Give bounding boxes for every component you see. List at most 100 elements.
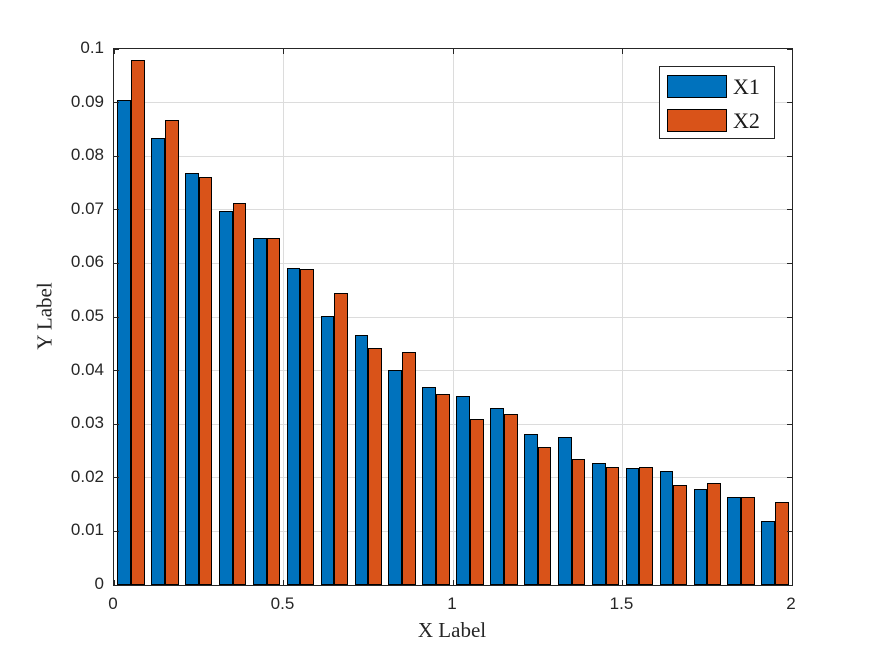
x-tick-label: 0.5 [270, 594, 295, 613]
x-tick-mark [452, 49, 454, 54]
y-tick-mark [787, 155, 792, 157]
y-tick-label: 0.06 [70, 252, 104, 272]
bar-x1-group-6 [286, 267, 301, 585]
x-tick-mark [791, 580, 793, 585]
bar-x1-group-18 [693, 489, 708, 585]
y-tick-mark [114, 48, 119, 50]
bar-x1-group-9 [388, 370, 403, 585]
y-tick-mark [787, 584, 792, 586]
bar-x2-group-13 [537, 446, 552, 585]
bar-x2-group-18 [707, 483, 721, 585]
gridline-y [114, 530, 792, 532]
bar-x2-group-19 [741, 496, 755, 585]
y-tick-mark [787, 102, 792, 104]
y-tick-mark [114, 102, 119, 104]
y-tick-mark [787, 48, 792, 50]
gridline-y [114, 209, 792, 211]
x-tick-label: 1.5 [609, 594, 634, 613]
x-axis-title: X Label [417, 618, 487, 642]
y-tick-label: 0.02 [70, 466, 104, 486]
x-tick-label: 1 [447, 594, 457, 613]
legend-entry-x1: X1 [660, 75, 774, 98]
y-tick-mark [787, 370, 792, 372]
x-tick-label: 0 [108, 594, 118, 613]
bar-x1-group-15 [591, 463, 606, 585]
y-tick-mark [787, 423, 792, 425]
bar-x1-group-20 [761, 520, 776, 585]
x-tick-mark [113, 49, 115, 54]
x-tick-mark [283, 580, 284, 585]
bar-x1-group-14 [557, 436, 572, 585]
bar-x1-group-19 [727, 497, 742, 585]
y-tick-mark [114, 530, 119, 532]
x-tick-mark [283, 49, 284, 54]
y-tick-label: 0.08 [70, 145, 104, 165]
bar-x1-group-17 [659, 471, 674, 585]
y-tick-label: 0.09 [70, 91, 104, 111]
legend-swatch-x2 [667, 109, 727, 132]
x-tick-label: 2 [786, 594, 796, 613]
bar-x2-group-11 [469, 418, 484, 585]
gridline-y [114, 423, 792, 425]
y-tick-label: 0.05 [70, 306, 104, 325]
legend-swatch-x1 [667, 75, 727, 98]
bar-x1-group-1 [117, 99, 131, 585]
bar-x1-group-5 [252, 238, 267, 585]
bar-x2-group-6 [300, 268, 315, 585]
bar-x2-group-14 [571, 459, 586, 585]
y-tick-mark [114, 155, 119, 157]
y-tick-mark [114, 584, 119, 586]
y-axis-title: Y Label [32, 282, 57, 350]
bar-x2-group-10 [436, 394, 450, 585]
y-tick-label: 0.1 [80, 38, 104, 57]
x-tick-mark [113, 580, 115, 585]
legend-entry-x2: X2 [660, 109, 774, 132]
bar-x1-group-16 [625, 468, 640, 585]
legend-label-x2: X2 [733, 107, 760, 133]
bar-x2-group-3 [198, 176, 213, 585]
bar-x2-group-4 [232, 203, 247, 585]
legend: X1 X2 [659, 66, 775, 139]
y-tick-mark [114, 370, 119, 372]
y-tick-mark [114, 477, 119, 479]
y-tick-mark [114, 209, 119, 211]
y-tick-label: 0 [94, 574, 104, 593]
bar-x2-group-17 [673, 484, 688, 585]
bar-x1-group-13 [524, 433, 538, 585]
y-tick-mark [787, 316, 792, 318]
bar-x2-group-20 [775, 502, 789, 585]
y-tick-label: 0.07 [70, 198, 104, 218]
bar-x1-group-7 [320, 315, 335, 585]
bar-x2-group-1 [130, 59, 145, 585]
x-tick-mark [622, 580, 623, 585]
bar-x2-group-15 [605, 466, 620, 585]
bar-x2-group-16 [639, 467, 654, 585]
plot-area: X1 X2 [113, 48, 793, 586]
bar-x1-group-4 [218, 210, 233, 585]
bar-x1-group-2 [151, 137, 165, 585]
y-tick-label: 0.01 [70, 520, 104, 540]
bar-x2-group-7 [334, 292, 349, 585]
gridline-y [114, 262, 792, 264]
x-tick-mark [791, 49, 793, 54]
y-tick-mark [787, 209, 792, 211]
x-tick-mark [452, 580, 454, 585]
x-tick-mark [622, 49, 623, 54]
y-tick-label: 0.03 [70, 413, 104, 433]
bar-x2-group-5 [266, 238, 281, 585]
bar-x2-group-2 [164, 119, 179, 585]
legend-label-x1: X1 [733, 73, 760, 99]
y-tick-mark [787, 262, 792, 264]
gridline-y [114, 316, 792, 318]
bar-x2-group-9 [402, 352, 416, 585]
bar-x1-group-12 [490, 408, 504, 585]
y-tick-mark [787, 477, 792, 479]
bar-x1-group-3 [185, 172, 199, 585]
gridline-y [114, 102, 792, 104]
gridline-y [114, 477, 792, 479]
bar-x1-group-8 [354, 334, 369, 585]
bar-x2-group-12 [503, 414, 518, 585]
y-tick-mark [114, 262, 119, 264]
bar-x1-group-10 [422, 387, 437, 585]
